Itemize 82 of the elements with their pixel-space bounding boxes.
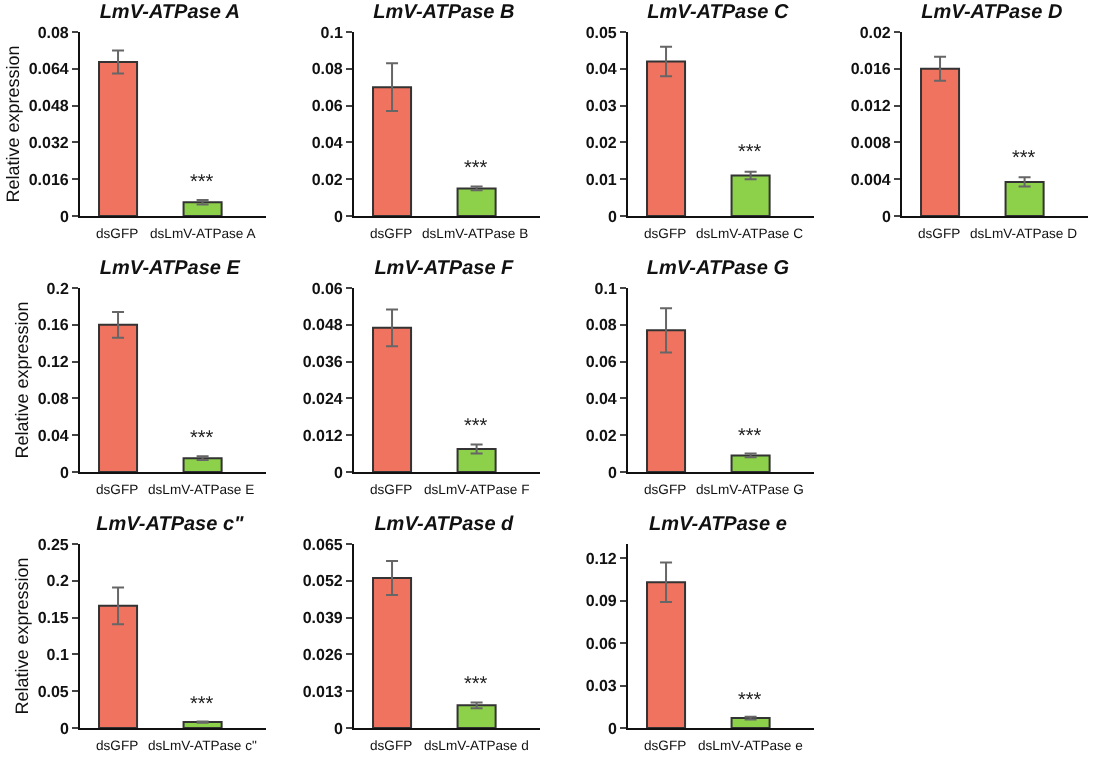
annotation: ***: [738, 690, 762, 712]
y-tick-label: 0: [333, 719, 344, 738]
y-tick-label: 0.06: [585, 634, 618, 653]
annotation: ***: [738, 142, 762, 164]
y-tick-label: 0.16: [37, 316, 70, 335]
y-tick-label: 0.08: [585, 316, 618, 335]
annotation: ***: [464, 674, 488, 696]
y-tick-label: 0: [607, 719, 618, 738]
y-tick-label: 0.25: [37, 535, 70, 554]
y-tick-label: 0.08: [37, 23, 70, 42]
y-tick-label: 0.06: [585, 353, 618, 372]
y-tick-label: 0.01: [585, 170, 618, 189]
annotation: ***: [464, 158, 488, 180]
y-tick-label: 0.2: [46, 572, 70, 591]
y-tick-label: 0.016: [850, 60, 892, 79]
y-tick-label: 0.012: [850, 97, 892, 116]
y-tick-label: 0.064: [28, 60, 70, 79]
y-tick-label: 0.048: [302, 316, 344, 335]
y-tick-label: 0.06: [311, 279, 344, 298]
y-tick-label: 0.04: [585, 60, 618, 79]
y-tick-label: 0.09: [585, 592, 618, 611]
y-axis-title: Relative expression: [12, 557, 33, 715]
chart-title: LmV-ATPase F: [374, 257, 516, 280]
y-tick-label: 0.04: [585, 390, 618, 408]
y-tick-label: 0.008: [850, 134, 892, 152]
y-tick-label: 0.032: [28, 134, 70, 152]
annotation: ***: [190, 172, 214, 194]
chart-title: LmV-ATPase e: [648, 513, 788, 536]
y-tick-label: 0.12: [37, 353, 70, 372]
y-tick-label: 0.15: [37, 609, 70, 628]
y-tick-label: 0.06: [311, 97, 344, 116]
y-tick-label: 0: [607, 463, 618, 482]
y-tick-label: 0.2: [46, 279, 70, 298]
y-tick-label: 0: [881, 207, 892, 226]
y-tick-label: 0.02: [859, 23, 892, 42]
y-tick-label: 0.05: [37, 682, 70, 701]
y-tick-label: 0: [607, 207, 618, 226]
y-tick-label: 0.02: [585, 426, 618, 445]
chart-title: LmV-ATPase c": [96, 513, 245, 536]
y-tick-label: 0: [333, 463, 344, 482]
y-axis-title: Relative expression: [12, 301, 33, 459]
y-tick-label: 0.016: [28, 170, 70, 189]
annotation: ***: [1012, 148, 1036, 170]
chart-title: LmV-ATPase B: [373, 1, 515, 24]
y-tick-label: 0.065: [302, 535, 344, 554]
y-tick-label: 0.1: [46, 646, 70, 664]
y-tick-label: 0.026: [302, 646, 344, 664]
y-tick-label: 0.03: [585, 97, 618, 116]
y-tick-label: 0.036: [302, 353, 344, 372]
y-tick-label: 0.08: [311, 60, 344, 79]
annotation: ***: [190, 428, 214, 450]
y-tick-label: 0.03: [585, 677, 618, 696]
y-tick-label: 0.013: [302, 682, 344, 701]
y-axis-title: Relative expression: [3, 45, 24, 203]
y-tick-label: 0.1: [320, 23, 344, 42]
y-tick-label: 0.012: [302, 426, 344, 445]
y-tick-label: 0.02: [585, 134, 618, 152]
y-tick-label: 0: [59, 207, 70, 226]
chart-title: LmV-ATPase C: [647, 1, 790, 24]
y-tick-label: 0.039: [302, 609, 344, 628]
y-tick-label: 0.04: [37, 426, 70, 445]
y-tick-label: 0.04: [311, 134, 344, 152]
y-tick-label: 0: [333, 207, 344, 226]
y-tick-label: 0: [59, 719, 70, 738]
y-tick-label: 0.004: [850, 170, 892, 189]
y-tick-label: 0.02: [311, 170, 344, 189]
y-tick-label: 0.052: [302, 572, 344, 591]
y-tick-label: 0.048: [28, 97, 70, 116]
chart-title: LmV-ATPase d: [374, 513, 516, 536]
chart-title: LmV-ATPase A: [99, 1, 241, 24]
annotation: ***: [190, 694, 214, 716]
annotation: ***: [738, 426, 762, 448]
y-tick-label: 0.08: [37, 390, 70, 408]
y-tick-label: 0: [59, 463, 70, 482]
chart-title: LmV-ATPase G: [646, 257, 790, 280]
y-tick-label: 0.1: [594, 279, 618, 298]
annotation: ***: [464, 416, 488, 438]
y-tick-label: 0.05: [585, 23, 618, 42]
y-tick-label: 0.024: [302, 390, 344, 408]
chart-title: LmV-ATPase D: [921, 1, 1063, 24]
y-tick-label: 0.12: [585, 549, 618, 568]
chart-title: LmV-ATPase E: [99, 257, 241, 280]
